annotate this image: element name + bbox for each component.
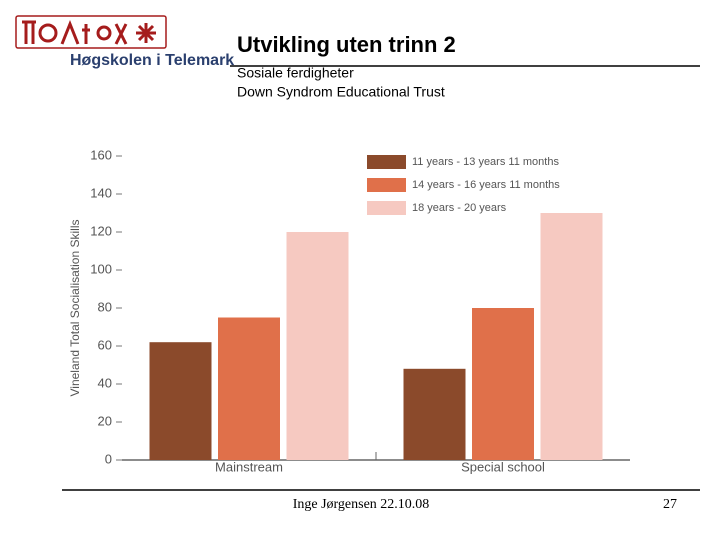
- y-tick-label: 120: [90, 223, 112, 238]
- subtitle: Down Syndrom Educational Trust: [237, 84, 445, 100]
- bar: [472, 308, 534, 460]
- legend-label: 14 years - 16 years 11 months: [412, 179, 560, 191]
- x-tick-label: Mainstream: [215, 459, 283, 474]
- bar: [286, 232, 349, 460]
- legend-swatch: [367, 178, 406, 192]
- footer-author: Inge Jørgensen 22.10.08: [293, 497, 430, 512]
- bar: [540, 213, 603, 460]
- page-number: 27: [663, 497, 677, 512]
- bar: [403, 368, 466, 460]
- x-tick-label: Special school: [461, 459, 545, 474]
- bar: [218, 317, 280, 460]
- logo-text: Høgskolen i Telemark: [70, 52, 234, 69]
- y-tick-label: 20: [98, 413, 112, 428]
- subtitle: Sosiale ferdigheter: [237, 65, 354, 81]
- logo-symbols: [15, 15, 167, 49]
- legend-swatch: [367, 155, 406, 169]
- legend-label: 18 years - 20 years: [412, 202, 507, 214]
- y-tick-label: 0: [105, 451, 112, 466]
- y-tick-label: 80: [98, 299, 112, 314]
- y-tick-label: 140: [90, 185, 112, 200]
- y-tick-label: 160: [90, 147, 112, 162]
- y-axis-label: Vineland Total Socialisation Skills: [68, 220, 82, 397]
- y-tick-label: 60: [98, 337, 112, 352]
- y-tick-label: 100: [90, 261, 112, 276]
- slide-title: Utvikling uten trinn 2: [237, 32, 456, 57]
- legend-swatch: [367, 201, 406, 215]
- legend-label: 11 years - 13 years 11 months: [412, 156, 559, 168]
- y-tick-label: 40: [98, 375, 112, 390]
- bar: [149, 342, 212, 460]
